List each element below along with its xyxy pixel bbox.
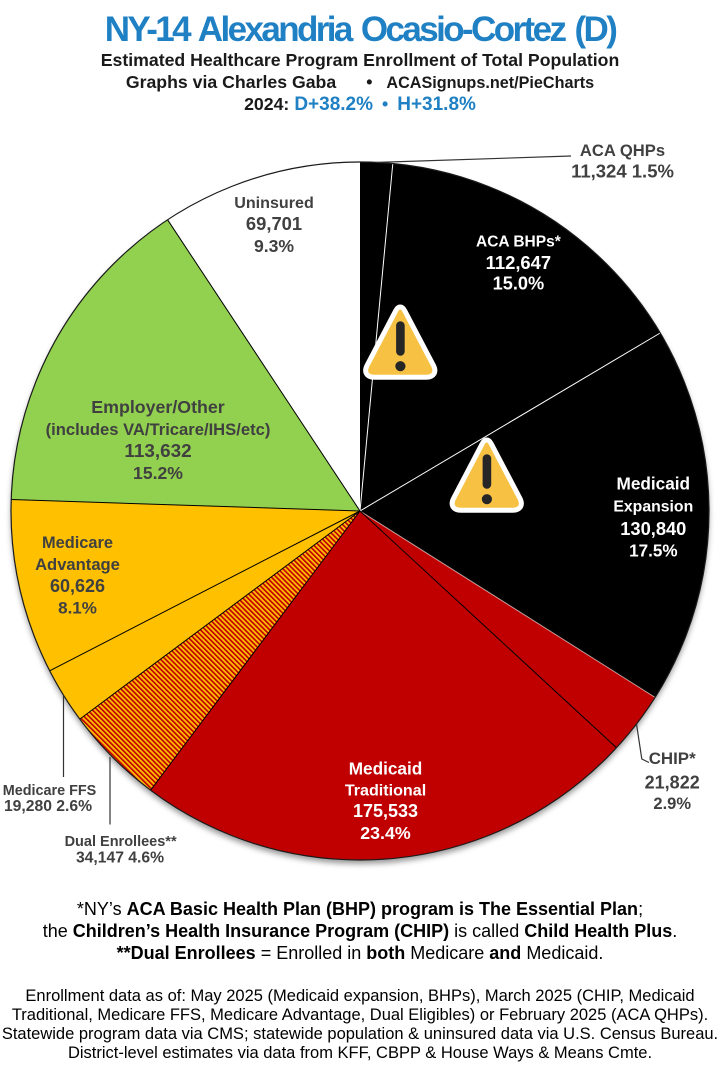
svg-text:Medicare FFS: Medicare FFS (3, 783, 97, 799)
svg-text:69,701: 69,701 (246, 213, 302, 234)
svg-text:8.1%: 8.1% (58, 599, 97, 618)
svg-text:Expansion: Expansion (613, 499, 693, 516)
svg-text:(includes VA/Tricare/IHS/etc): (includes VA/Tricare/IHS/etc) (46, 420, 271, 439)
svg-text:17.5%: 17.5% (629, 542, 677, 561)
svg-text:CHIP*: CHIP* (649, 749, 696, 768)
svg-text:11,324 1.5%: 11,324 1.5% (571, 161, 674, 182)
svg-text:Medicare: Medicare (42, 534, 113, 552)
svg-text:15.0%: 15.0% (493, 273, 545, 293)
svg-text:34,147 4.6%: 34,147 4.6% (76, 850, 164, 867)
svg-text:9.3%: 9.3% (254, 236, 294, 256)
svg-text:Traditional: Traditional (345, 782, 426, 800)
svg-text:ACA BHPs*: ACA BHPs* (476, 233, 562, 250)
svg-text:113,632: 113,632 (124, 441, 191, 462)
svg-text:Uninsured: Uninsured (234, 194, 314, 212)
svg-text:15.2%: 15.2% (133, 463, 183, 483)
svg-text:Dual Enrollees**: Dual Enrollees** (65, 834, 177, 850)
svg-text:23.4%: 23.4% (360, 823, 411, 843)
svg-text:2.9%: 2.9% (653, 795, 691, 813)
svg-text:175,533: 175,533 (353, 801, 418, 821)
svg-text:Advantage: Advantage (35, 555, 120, 574)
svg-text:Medicaid: Medicaid (617, 474, 691, 494)
svg-text:112,647: 112,647 (486, 252, 551, 273)
svg-text:21,822: 21,822 (645, 772, 700, 792)
svg-text:60,626: 60,626 (50, 576, 105, 596)
svg-text:Employer/Other: Employer/Other (91, 397, 224, 417)
svg-text:130,840: 130,840 (620, 518, 686, 539)
svg-text:19,280 2.6%: 19,280 2.6% (4, 798, 92, 815)
svg-text:Medicaid: Medicaid (349, 759, 423, 779)
svg-text:ACA QHPs: ACA QHPs (580, 141, 665, 160)
